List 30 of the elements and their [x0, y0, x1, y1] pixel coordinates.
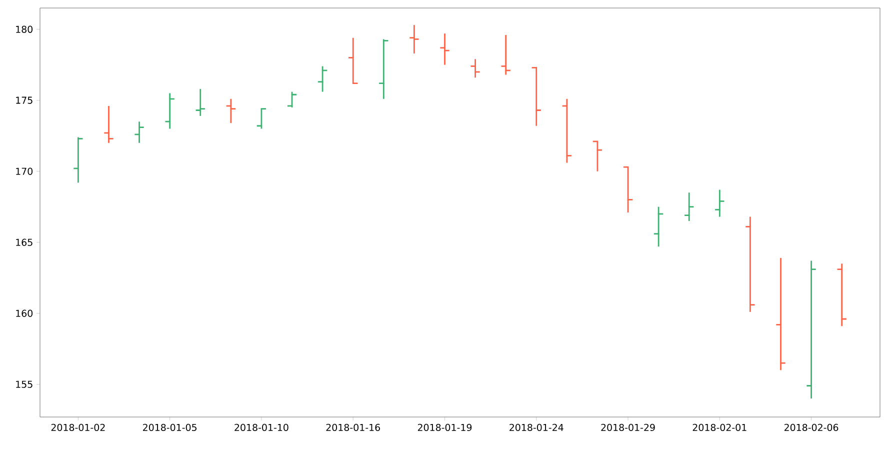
y-tick-label: 180: [16, 26, 33, 33]
y-tick-label: 165: [16, 238, 32, 246]
candlestick: [806, 260, 817, 400]
x-tick-label: 2018-01-02: [51, 424, 105, 432]
candlestick: [684, 192, 694, 222]
x-tick-label: 2018-01-10: [234, 424, 288, 432]
x-tick-label: 2018-02-06: [784, 424, 838, 432]
candlestick: [195, 88, 206, 117]
x-tick-label: 2018-01-05: [143, 424, 196, 432]
candlestick: [439, 32, 450, 66]
candlestick: [562, 98, 572, 164]
candlestick: [775, 257, 786, 371]
candlestick: [470, 58, 481, 78]
y-tick-label: 170: [16, 168, 33, 175]
x-tick-label: 2018-01-29: [601, 424, 655, 432]
x-tick-label: 2018-01-19: [418, 424, 472, 432]
candlestick: [744, 216, 756, 313]
x-tick-label: 2018-01-24: [510, 424, 564, 432]
candlestick: [164, 92, 176, 130]
candlestick: [134, 120, 145, 144]
candlestick: [714, 189, 725, 218]
x-tick-label: 2018-02-01: [692, 424, 746, 432]
y-tick-label: 155: [16, 380, 32, 388]
y-tick-label: 160: [16, 310, 33, 317]
y-tick-label: 175: [16, 96, 32, 104]
candlestick: [653, 206, 664, 248]
candlestick: [408, 24, 420, 54]
candlestick: [226, 98, 236, 124]
candlestick: [836, 262, 848, 327]
x-tick-label: 2018-01-16: [326, 424, 380, 432]
